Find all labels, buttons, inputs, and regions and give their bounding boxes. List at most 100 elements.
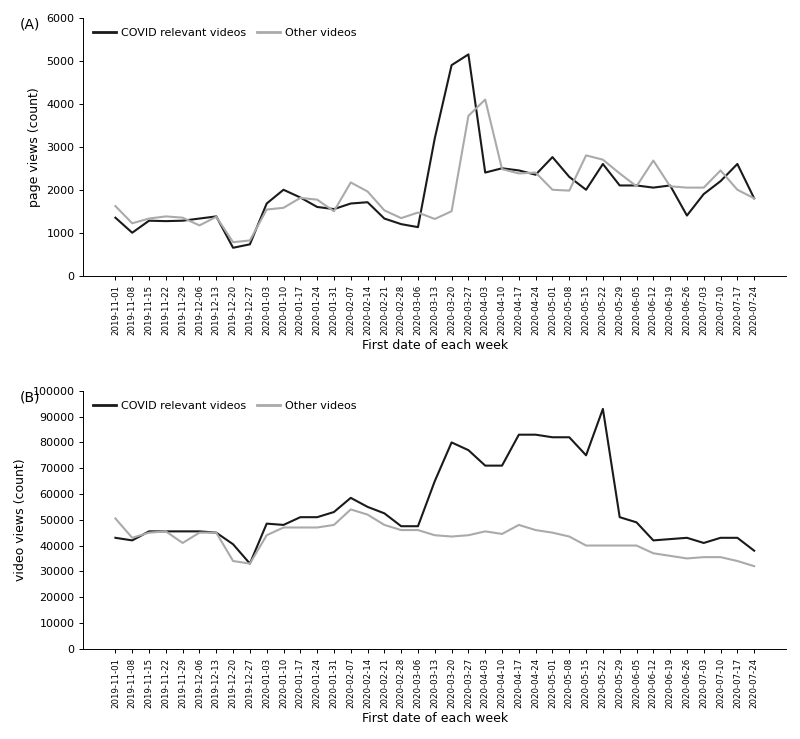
Line: COVID relevant videos: COVID relevant videos xyxy=(115,55,754,248)
COVID relevant videos xyxy=(312,513,322,522)
COVID relevant videos xyxy=(582,451,591,460)
COVID relevant videos xyxy=(531,430,541,439)
Other videos xyxy=(598,541,608,550)
COVID relevant videos xyxy=(430,134,439,143)
COVID relevant videos xyxy=(312,202,322,211)
COVID relevant videos xyxy=(582,185,591,194)
Other videos xyxy=(514,520,524,529)
COVID relevant videos xyxy=(750,194,759,202)
COVID relevant videos xyxy=(110,534,120,542)
Other videos xyxy=(548,528,558,537)
COVID relevant videos xyxy=(514,430,524,439)
Other videos xyxy=(178,214,187,222)
Other videos xyxy=(379,520,389,529)
Text: (A): (A) xyxy=(20,18,41,32)
COVID relevant videos xyxy=(632,181,642,190)
Other videos xyxy=(733,556,742,565)
Other videos xyxy=(615,541,625,550)
Line: Other videos: Other videos xyxy=(115,100,754,242)
Other videos xyxy=(127,534,137,542)
X-axis label: First date of each week: First date of each week xyxy=(362,339,508,353)
Other videos xyxy=(548,185,558,194)
COVID relevant videos xyxy=(228,243,238,252)
COVID relevant videos xyxy=(413,222,422,231)
COVID relevant videos xyxy=(161,217,170,225)
Other videos xyxy=(464,531,474,539)
Other videos xyxy=(178,539,187,548)
Other videos xyxy=(413,525,422,534)
Line: Other videos: Other videos xyxy=(115,509,754,566)
Other videos xyxy=(598,155,608,164)
COVID relevant videos xyxy=(278,520,288,529)
Other videos xyxy=(531,525,541,534)
Other videos xyxy=(396,214,406,222)
COVID relevant videos xyxy=(329,508,338,517)
Legend: COVID relevant videos, Other videos: COVID relevant videos, Other videos xyxy=(89,396,362,415)
COVID relevant videos xyxy=(716,534,726,542)
X-axis label: First date of each week: First date of each week xyxy=(362,712,508,725)
COVID relevant videos xyxy=(262,199,271,208)
Other videos xyxy=(464,112,474,120)
COVID relevant videos xyxy=(733,160,742,168)
COVID relevant videos xyxy=(565,433,574,442)
Legend: COVID relevant videos, Other videos: COVID relevant videos, Other videos xyxy=(89,24,362,42)
COVID relevant videos xyxy=(498,461,507,470)
COVID relevant videos xyxy=(346,199,355,208)
COVID relevant videos xyxy=(649,183,658,192)
COVID relevant videos xyxy=(598,404,608,413)
COVID relevant videos xyxy=(329,205,338,214)
COVID relevant videos xyxy=(464,50,474,59)
COVID relevant videos xyxy=(598,160,608,168)
Other videos xyxy=(632,182,642,191)
COVID relevant videos xyxy=(178,527,187,536)
COVID relevant videos xyxy=(481,168,490,177)
Other videos xyxy=(733,185,742,194)
Other videos xyxy=(699,183,709,192)
Other videos xyxy=(582,541,591,550)
Other videos xyxy=(430,531,439,539)
Other videos xyxy=(481,95,490,104)
COVID relevant videos xyxy=(699,539,709,548)
COVID relevant videos xyxy=(228,539,238,548)
COVID relevant videos xyxy=(278,185,288,194)
COVID relevant videos xyxy=(161,527,170,536)
COVID relevant videos xyxy=(110,214,120,222)
COVID relevant videos xyxy=(194,214,204,223)
Y-axis label: page views (count): page views (count) xyxy=(28,87,41,207)
Other videos xyxy=(211,212,221,221)
COVID relevant videos xyxy=(733,534,742,542)
COVID relevant videos xyxy=(565,172,574,181)
Other videos xyxy=(531,168,541,177)
Other videos xyxy=(144,214,154,223)
Other videos xyxy=(362,187,372,196)
COVID relevant videos xyxy=(379,214,389,223)
Other videos xyxy=(329,520,338,529)
COVID relevant videos xyxy=(666,534,675,543)
Other videos xyxy=(144,528,154,537)
Other videos xyxy=(110,202,120,211)
COVID relevant videos xyxy=(211,528,221,537)
COVID relevant videos xyxy=(716,177,726,185)
Y-axis label: video views (count): video views (count) xyxy=(14,458,27,581)
COVID relevant videos xyxy=(194,527,204,536)
Other videos xyxy=(716,166,726,175)
Other videos xyxy=(615,169,625,178)
Other videos xyxy=(582,151,591,160)
COVID relevant videos xyxy=(178,217,187,225)
Other videos xyxy=(498,165,507,174)
Other videos xyxy=(481,527,490,536)
Other videos xyxy=(666,182,675,191)
COVID relevant videos xyxy=(127,228,137,237)
Other videos xyxy=(447,207,457,216)
COVID relevant videos xyxy=(447,438,457,447)
Other videos xyxy=(396,525,406,534)
Other videos xyxy=(245,236,254,245)
Other videos xyxy=(228,556,238,565)
COVID relevant videos xyxy=(682,211,692,220)
Other videos xyxy=(447,532,457,541)
COVID relevant videos xyxy=(262,520,271,528)
Other videos xyxy=(262,205,271,214)
COVID relevant videos xyxy=(295,513,305,522)
COVID relevant videos xyxy=(245,240,254,249)
Other videos xyxy=(498,530,507,539)
